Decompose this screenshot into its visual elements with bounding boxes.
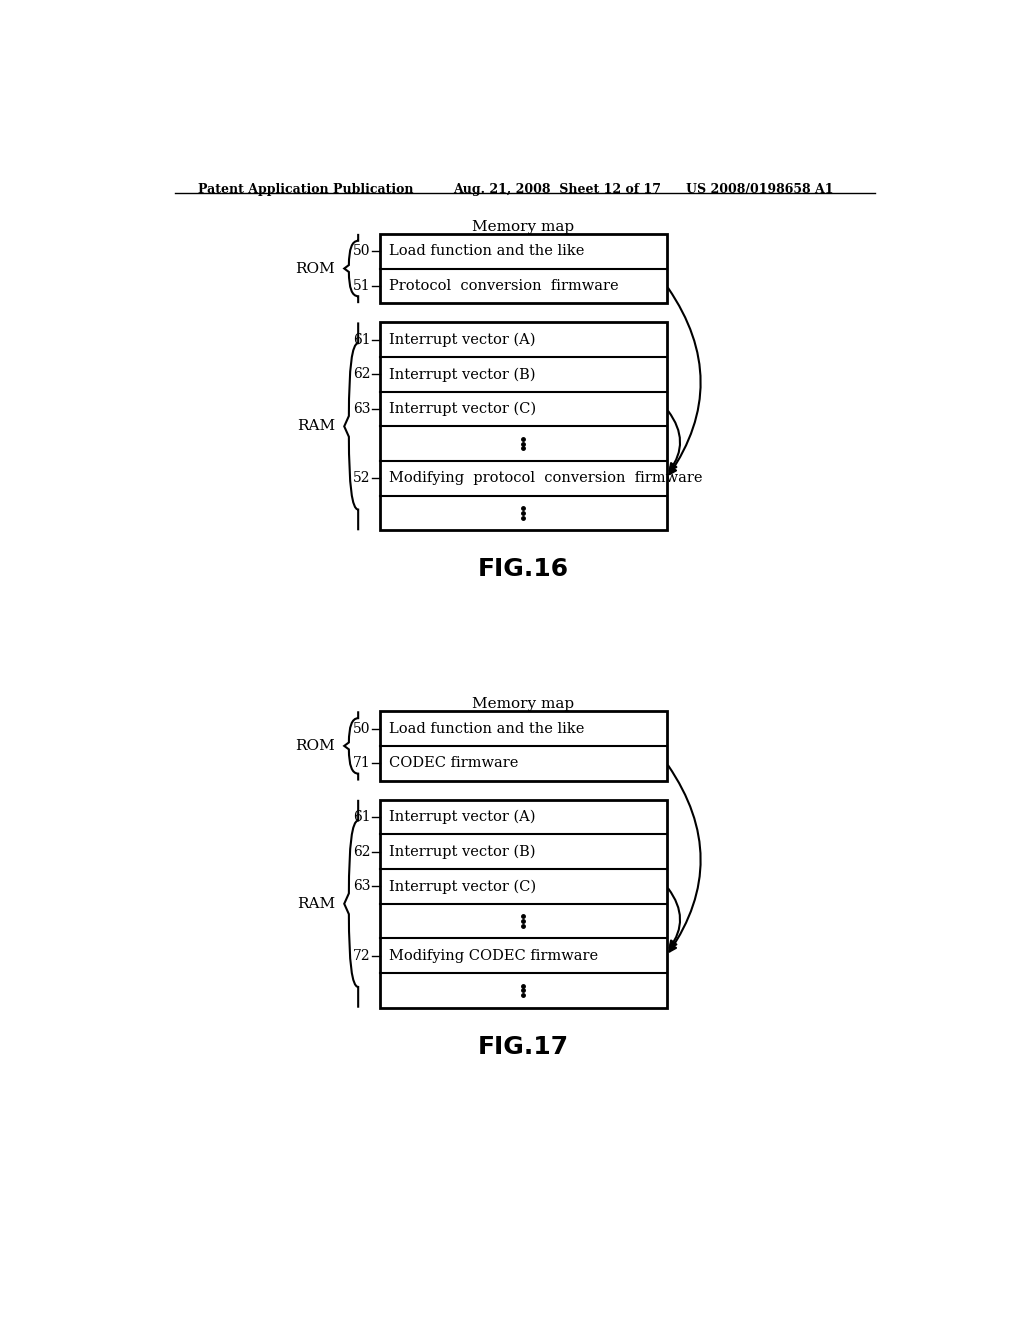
Text: Modifying  protocol  conversion  firmware: Modifying protocol conversion firmware [389, 471, 702, 486]
Text: Protocol  conversion  firmware: Protocol conversion firmware [389, 279, 618, 293]
Text: 71: 71 [353, 756, 371, 771]
Text: RAM: RAM [297, 420, 335, 433]
Text: FIG.17: FIG.17 [477, 1035, 568, 1059]
Text: 63: 63 [353, 879, 371, 894]
Text: US 2008/0198658 A1: US 2008/0198658 A1 [686, 183, 834, 197]
Text: 50: 50 [353, 244, 371, 259]
Text: Interrupt vector (A): Interrupt vector (A) [389, 810, 536, 824]
Text: 63: 63 [353, 403, 371, 416]
Text: Interrupt vector (C): Interrupt vector (C) [389, 879, 537, 894]
Text: Load function and the like: Load function and the like [389, 722, 585, 735]
Text: 72: 72 [353, 949, 371, 962]
Text: 62: 62 [353, 845, 371, 859]
Text: ROM: ROM [295, 261, 335, 276]
Text: Interrupt vector (B): Interrupt vector (B) [389, 845, 536, 859]
FancyArrowPatch shape [669, 888, 680, 948]
Bar [380, 234, 667, 304]
Text: FIG.16: FIG.16 [477, 557, 568, 581]
Text: Load function and the like: Load function and the like [389, 244, 585, 259]
Text: ROM: ROM [295, 739, 335, 752]
FancyArrowPatch shape [669, 288, 700, 474]
FancyArrowPatch shape [669, 766, 700, 952]
Text: Interrupt vector (A): Interrupt vector (A) [389, 333, 536, 347]
Bar [380, 800, 667, 1007]
Text: Aug. 21, 2008  Sheet 12 of 17: Aug. 21, 2008 Sheet 12 of 17 [454, 183, 662, 197]
Bar [380, 711, 667, 780]
Text: Memory map: Memory map [472, 697, 574, 711]
Text: 51: 51 [353, 279, 371, 293]
Text: 61: 61 [353, 333, 371, 347]
FancyArrowPatch shape [669, 412, 680, 470]
Bar [380, 322, 667, 531]
Text: RAM: RAM [297, 896, 335, 911]
Text: 62: 62 [353, 367, 371, 381]
Text: Interrupt vector (B): Interrupt vector (B) [389, 367, 536, 381]
Text: 61: 61 [353, 810, 371, 824]
Text: CODEC firmware: CODEC firmware [389, 756, 518, 771]
Text: 50: 50 [353, 722, 371, 735]
Text: Interrupt vector (C): Interrupt vector (C) [389, 401, 537, 416]
Text: Patent Application Publication: Patent Application Publication [198, 183, 414, 197]
Text: 52: 52 [353, 471, 371, 486]
Text: Memory map: Memory map [472, 220, 574, 234]
Text: Modifying CODEC firmware: Modifying CODEC firmware [389, 949, 598, 962]
